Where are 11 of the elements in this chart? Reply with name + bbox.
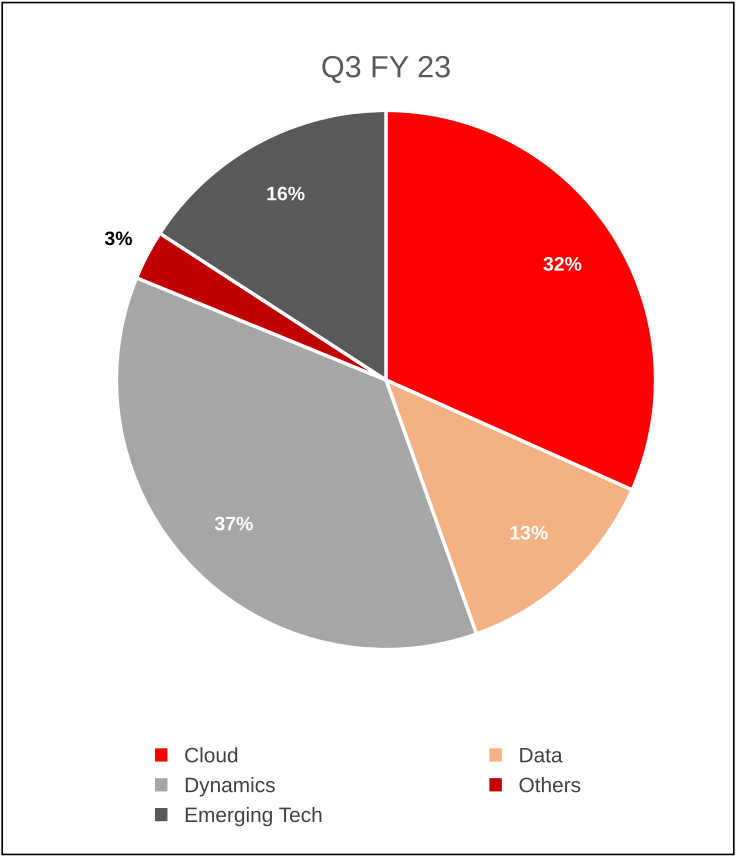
data-label: 16%: [267, 186, 305, 200]
data-label: 13%: [510, 526, 548, 540]
legend-label: Data: [520, 748, 563, 763]
legend-label: Cloud: [185, 747, 238, 763]
chart-title: Q3 FY 23: [322, 56, 450, 83]
legend-label: Dynamics: [186, 777, 275, 796]
data-label: 37%: [214, 516, 253, 530]
data-label: 3%: [104, 231, 132, 246]
data-label: 32%: [543, 257, 582, 271]
legend-label: Emerging Tech: [186, 806, 322, 826]
legend-label: Others: [520, 777, 580, 792]
